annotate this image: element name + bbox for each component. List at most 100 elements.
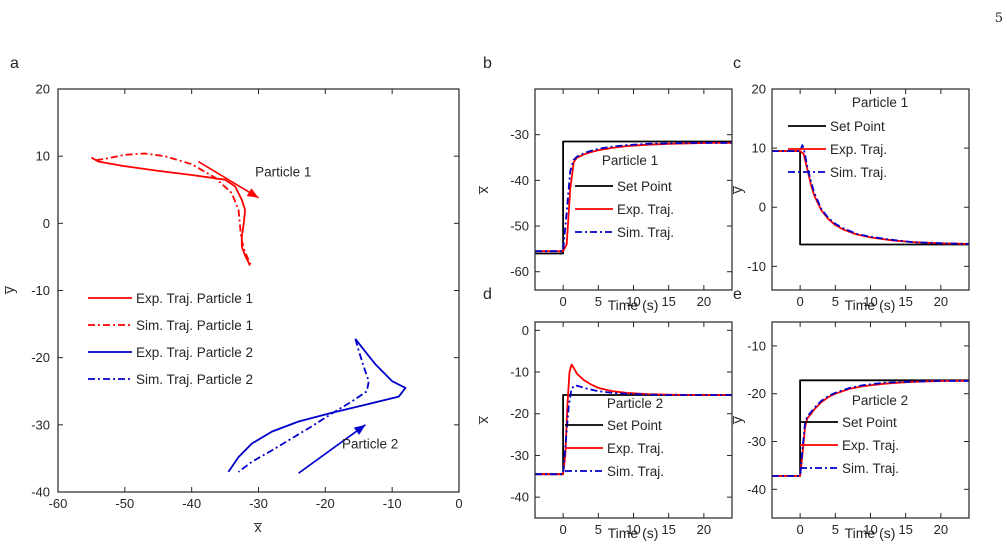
y-tick-label: -20 xyxy=(747,386,766,401)
y-tick-label: -30 xyxy=(510,127,529,142)
x-tick-label: 5 xyxy=(595,522,602,537)
x-axis-label: Time (s) xyxy=(845,525,896,541)
x-tick-label: -10 xyxy=(383,496,402,511)
legend-label: Exp. Traj. Particle 1 xyxy=(136,291,253,306)
legend-label: Set Point xyxy=(607,418,662,433)
x-tick-label: 5 xyxy=(595,294,602,309)
panel-label-e: e xyxy=(733,286,742,303)
series-line-sim-traj- xyxy=(772,144,969,245)
series-line-sim-traj-particle-1 xyxy=(95,152,252,265)
legend-label: Exp. Traj. xyxy=(617,202,674,217)
series-line-sim-traj- xyxy=(535,384,732,476)
x-tick-label: -30 xyxy=(249,496,268,511)
arrow-head-red xyxy=(246,188,259,198)
annotation-label: Particle 2 xyxy=(342,436,398,451)
y-tick-label: 20 xyxy=(752,82,766,97)
y-tick-label: -40 xyxy=(510,173,529,188)
y-tick-label: -10 xyxy=(31,283,50,298)
plot-area-c xyxy=(772,144,969,246)
legend-c: Particle 1 Set Point Exp. Traj. Sim. Traj. xyxy=(788,95,908,180)
x-tick-label: -60 xyxy=(49,496,68,511)
x-tick-label: 15 xyxy=(898,294,912,309)
legend-label: Sim. Traj. Particle 1 xyxy=(136,318,253,333)
x-tick-label: 10 xyxy=(863,294,877,309)
y-tick-label: -30 xyxy=(31,417,50,432)
x-tick-label: 15 xyxy=(898,522,912,537)
panel-label-c: c xyxy=(733,55,741,72)
y-tick-label: -10 xyxy=(510,365,529,380)
x-tick-label: 10 xyxy=(626,294,640,309)
arrow-shaft-blue xyxy=(298,424,366,474)
panel-c: c 0 5 10 15 20 -10 0 10 20 Time (s) y̅ Particle 1 Set… xyxy=(729,55,970,313)
annotation-label: Particle 1 xyxy=(255,164,311,179)
legend-title: Particle 1 xyxy=(852,95,908,110)
y-tick-label: 20 xyxy=(36,82,50,97)
y-tick-label: -40 xyxy=(747,482,766,497)
page-number: 5 xyxy=(995,11,1003,26)
legend-label: Exp. Traj. xyxy=(607,441,664,456)
x-tick-label: -20 xyxy=(316,496,335,511)
x-tick-label: 10 xyxy=(863,522,877,537)
panel-e: e 0 5 10 15 20 -40 -30 -20 -10 Time (s) y̅ Particle … xyxy=(729,286,970,541)
series-line-set-point xyxy=(535,140,732,255)
plot-area-b xyxy=(535,140,732,255)
x-axis-label: Time (s) xyxy=(608,525,659,541)
series-line-exp-traj-particle-2 xyxy=(227,338,407,473)
legend-label: Sim. Traj. xyxy=(842,461,899,476)
legend-label: Set Point xyxy=(617,179,672,194)
x-tick-label: 0 xyxy=(797,522,804,537)
axes-box-a xyxy=(57,88,460,493)
x-tick-label: 20 xyxy=(934,522,948,537)
legend-title: Particle 1 xyxy=(602,153,658,168)
legend-title: Particle 2 xyxy=(607,396,663,411)
y-tick-label: 10 xyxy=(752,141,766,156)
x-tick-label: 20 xyxy=(934,294,948,309)
x-tick-label: 0 xyxy=(455,496,462,511)
y-axis-label: y̅ xyxy=(1,285,17,295)
panel-b: b 0 5 10 15 20 -60 -50 -40 -30 Time (s) x̅ Particle … xyxy=(475,55,733,313)
y-tick-label: -20 xyxy=(510,406,529,421)
legend-label: Exp. Traj. xyxy=(842,438,899,453)
plot-area-d xyxy=(535,363,732,476)
series-line-sim-traj- xyxy=(535,141,732,253)
y-tick-label: -50 xyxy=(510,219,529,234)
x-tick-label: 20 xyxy=(697,294,711,309)
y-tick-label: -20 xyxy=(31,350,50,365)
x-tick-label: 10 xyxy=(626,522,640,537)
y-axis-label: y̅ xyxy=(729,415,745,425)
x-axis-label: x̅ xyxy=(253,519,263,535)
series-line-exp-traj- xyxy=(535,363,732,476)
x-tick-label: 0 xyxy=(560,294,567,309)
x-axis-label: Time (s) xyxy=(845,297,896,313)
legend-label: Set Point xyxy=(830,119,885,134)
plot-area-a xyxy=(90,152,407,473)
arrow-head-blue xyxy=(353,424,366,435)
y-tick-label: 0 xyxy=(522,323,529,338)
x-tick-label: 20 xyxy=(697,522,711,537)
legend-label: Exp. Traj. Particle 2 xyxy=(136,345,253,360)
x-tick-label: 5 xyxy=(832,522,839,537)
panel-a: a -60 -50 -40 -30 -20 -10 0 -40 -30 -20 -10 0 10 20 x̅ y… xyxy=(1,55,463,535)
panel-label-a: a xyxy=(10,55,19,72)
x-tick-label: -50 xyxy=(115,496,134,511)
y-tick-label: 0 xyxy=(759,200,766,215)
legend-label: Exp. Traj. xyxy=(830,142,887,157)
y-axis-label: x̅ xyxy=(475,185,491,195)
y-tick-label: -30 xyxy=(747,434,766,449)
legend-label: Set Point xyxy=(842,415,897,430)
panel-d: d 0 5 10 15 20 -40 -30 -20 -10 0 Time (s) x̅ Particle… xyxy=(475,286,733,541)
panel-label-d: d xyxy=(483,286,492,303)
series-line-sim-traj-particle-2 xyxy=(237,338,370,473)
y-tick-label: 10 xyxy=(36,149,50,164)
y-tick-label: 0 xyxy=(43,216,50,231)
y-tick-label: -10 xyxy=(747,259,766,274)
x-tick-label: 15 xyxy=(661,294,675,309)
series-line-exp-traj- xyxy=(772,379,969,477)
legend-title: Particle 2 xyxy=(852,393,908,408)
plot-area-e xyxy=(772,379,969,477)
arrow-shaft-red xyxy=(197,160,259,199)
x-tick-label: 5 xyxy=(832,294,839,309)
legend-label: Sim. Traj. xyxy=(617,225,674,240)
y-tick-label: -10 xyxy=(747,338,766,353)
